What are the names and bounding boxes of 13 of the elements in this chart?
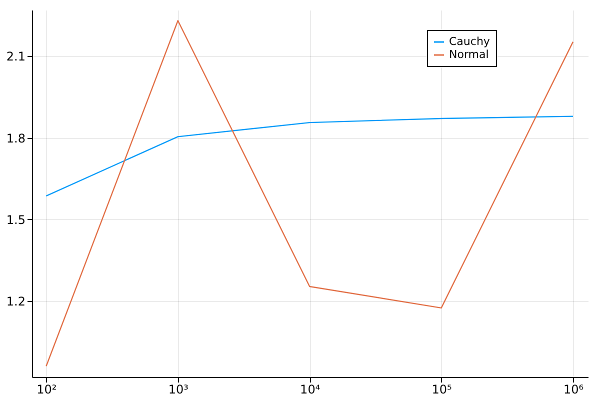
y-tick-label: 1.5 — [6, 212, 26, 227]
x-tick-label: 10⁵ — [432, 382, 452, 396]
y-tick-label: 2.1 — [6, 50, 26, 64]
x-tick-label: 10⁶ — [563, 382, 584, 396]
y-tick-label: 1.2 — [6, 294, 26, 308]
x-tick-label: 10³ — [168, 382, 189, 396]
x-tick-label: 10² — [36, 382, 57, 396]
legend-label: Cauchy — [449, 35, 490, 48]
line-series — [46, 116, 574, 197]
legend-label: Normal — [449, 48, 489, 61]
x-tick-label: 10⁴ — [300, 382, 320, 396]
line-series — [46, 20, 574, 367]
y-tick-label: 1.8 — [6, 131, 26, 146]
